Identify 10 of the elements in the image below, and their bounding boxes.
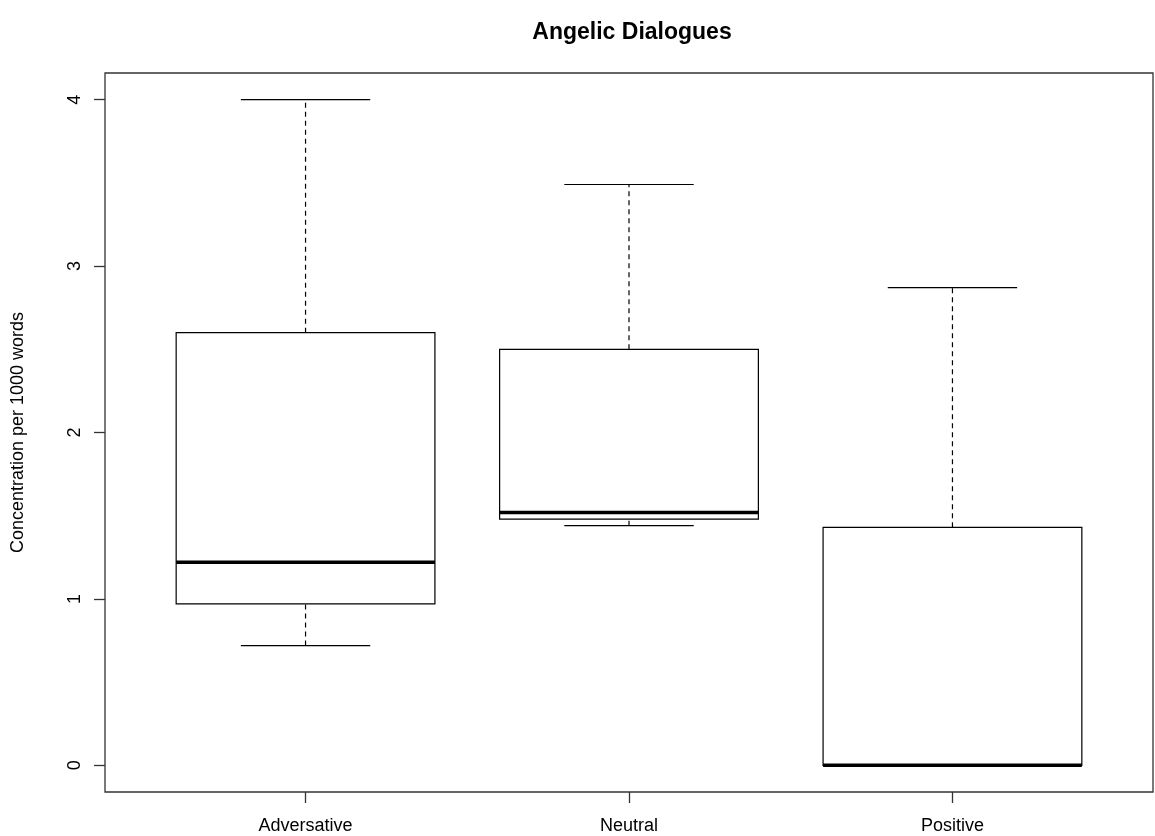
y-tick-label: 1 — [64, 593, 84, 604]
y-axis-title: Concentration per 1000 words — [7, 311, 27, 554]
x-tick-label: Positive — [920, 815, 984, 835]
x-tick-label: Neutral — [599, 815, 659, 835]
chart-title: Angelic Dialogues — [532, 17, 732, 44]
y-tick-label: 0 — [64, 760, 84, 771]
y-tick-label: 4 — [64, 94, 84, 105]
y-tick-label: 2 — [64, 427, 84, 438]
x-tick-label: Adversative — [258, 815, 353, 835]
y-tick-label: 3 — [64, 261, 84, 272]
